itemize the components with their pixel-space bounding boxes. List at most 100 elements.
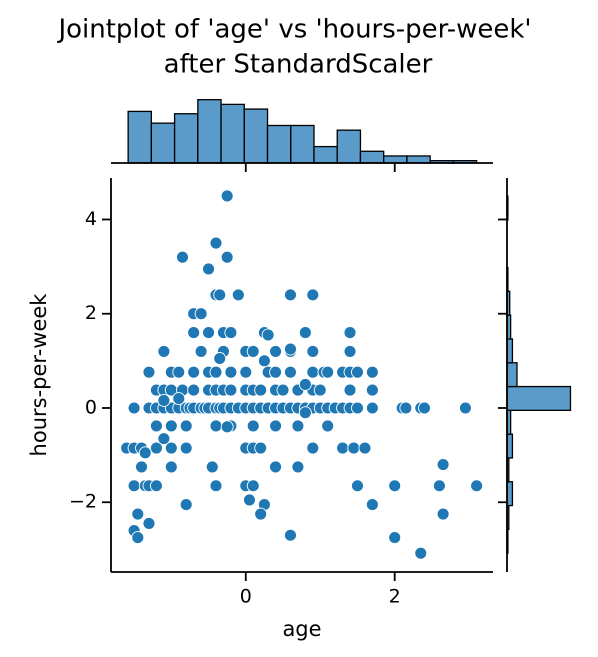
hist-bar [506,362,518,388]
y-tick-label: 2 [85,302,97,324]
point [284,365,297,379]
point [172,365,186,379]
point [358,441,372,455]
point [298,406,312,420]
hist-bar [406,155,431,164]
point [187,326,201,340]
point [187,365,201,379]
point [436,507,450,521]
point [142,517,156,530]
point [269,419,283,433]
point [388,479,402,493]
hist-bar [266,124,292,164]
point [149,419,163,433]
point [149,441,163,455]
point [179,498,193,512]
point [176,250,189,264]
point [164,419,178,433]
point [343,326,357,340]
hist-bar [313,145,338,164]
point [246,344,260,358]
point [414,546,428,560]
point [172,392,186,406]
point [135,460,148,474]
point [220,189,234,203]
hist-bar [359,150,385,164]
point [164,460,178,474]
point [306,441,320,455]
point [470,479,484,493]
point [142,365,156,379]
y-tick-label: −2 [69,491,97,513]
point [213,352,227,365]
point [269,365,283,379]
point [209,236,223,250]
point [284,528,297,542]
point [254,383,268,397]
point [127,401,141,415]
x-tick-label: 2 [389,586,401,608]
point [343,344,357,358]
point [194,307,208,321]
point [239,365,253,379]
point [306,288,320,302]
point [131,531,145,545]
point [138,446,152,460]
y-tick-label: 4 [85,208,97,230]
point [157,344,171,358]
point [224,326,238,340]
point [194,344,208,358]
point [351,401,364,415]
point [458,401,472,415]
point [291,460,305,474]
point [157,393,171,407]
point [351,365,364,379]
hist-bar [127,110,153,164]
point [269,460,283,474]
hist-bar [243,108,269,164]
point [436,458,450,471]
point [321,419,335,433]
point [127,479,141,493]
point [399,401,413,415]
point [231,288,245,302]
point [254,441,268,455]
point [224,383,238,397]
chart-title: after StandardScaler [164,50,433,80]
point [269,344,283,358]
hist-bar [197,99,222,164]
hist-bar [336,129,362,164]
point [284,288,297,302]
point [246,479,260,493]
point [224,365,238,379]
point [321,365,335,379]
x-tick-label: 0 [240,586,252,608]
point [351,479,364,493]
point [418,401,431,415]
point [276,383,290,397]
point [254,507,268,521]
point [388,531,402,545]
point [209,419,223,433]
hist-bar [220,103,245,164]
point [365,383,379,397]
point [202,326,215,340]
point [243,493,256,507]
point [131,507,145,521]
point [336,441,350,455]
point [164,441,178,455]
y-tick-label: 0 [85,396,97,418]
point [213,288,227,302]
point [313,383,327,397]
point [220,420,234,434]
point [157,432,171,446]
point [246,419,260,433]
point [261,328,275,342]
point [284,342,297,356]
point [209,365,223,379]
point [202,262,215,276]
point [365,365,379,379]
point [347,441,361,455]
hist-bar [173,113,199,164]
